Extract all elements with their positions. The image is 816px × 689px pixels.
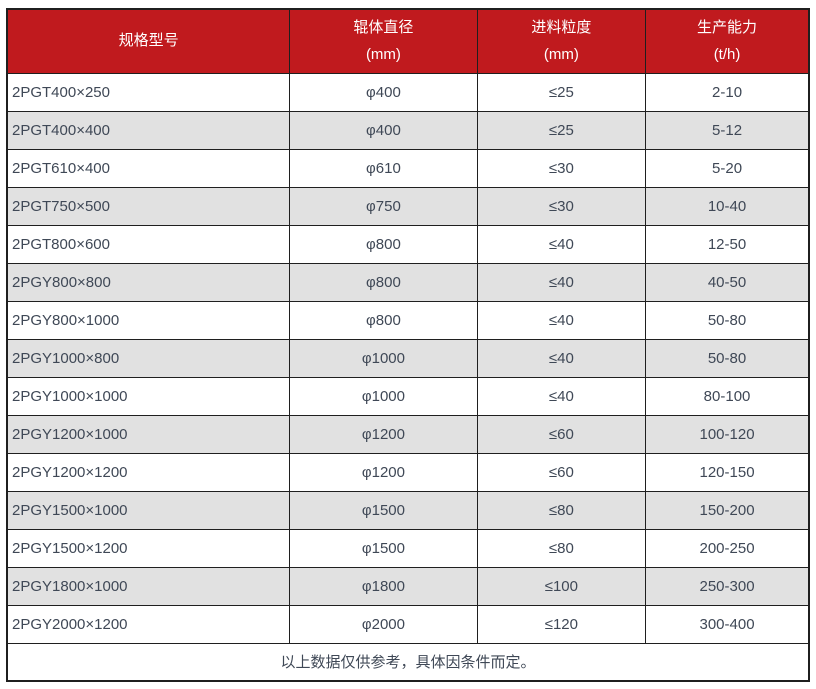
cell-capacity: 100-120 xyxy=(645,414,810,454)
cell-model: 2PGY1200×1000 xyxy=(6,414,291,454)
cell-roller-diameter: φ800 xyxy=(289,262,478,302)
cell-capacity: 2-10 xyxy=(645,72,810,112)
cell-capacity: 5-12 xyxy=(645,110,810,150)
cell-capacity: 150-200 xyxy=(645,490,810,530)
table-row: 2PGT400×400 φ400 ≤25 5-12 xyxy=(6,110,810,150)
header-row: 规格型号 辊体直径 (mm) 进料粒度 (mm) 生产能力 (t/h) xyxy=(6,8,810,74)
table-body: 2PGT400×250 φ400 ≤25 2-10 2PGT400×400 φ4… xyxy=(6,72,810,644)
cell-feed-size: ≤30 xyxy=(476,186,647,226)
cell-model: 2PGY800×1000 xyxy=(6,300,291,340)
cell-model: 2PGT400×400 xyxy=(6,110,291,150)
col-header-capacity-unit: (t/h) xyxy=(713,45,741,63)
table-row: 2PGY1800×1000 φ1800 ≤100 250-300 xyxy=(6,566,810,606)
table-footer: 以上数据仅供参考，具体因条件而定。 xyxy=(6,642,810,682)
cell-model: 2PGY1000×800 xyxy=(6,338,291,378)
col-header-capacity-title: 生产能力 xyxy=(697,18,758,36)
cell-roller-diameter: φ1200 xyxy=(289,452,478,492)
cell-feed-size: ≤100 xyxy=(476,566,647,606)
col-header-model: 规格型号 xyxy=(6,8,291,74)
cell-model: 2PGT610×400 xyxy=(6,148,291,188)
table-row: 2PGT750×500 φ750 ≤30 10-40 xyxy=(6,186,810,226)
cell-roller-diameter: φ610 xyxy=(289,148,478,188)
table-row: 2PGY800×800 φ800 ≤40 40-50 xyxy=(6,262,810,302)
table-row: 2PGT800×600 φ800 ≤40 12-50 xyxy=(6,224,810,264)
cell-roller-diameter: φ800 xyxy=(289,224,478,264)
cell-capacity: 12-50 xyxy=(645,224,810,264)
cell-feed-size: ≤80 xyxy=(476,490,647,530)
cell-feed-size: ≤40 xyxy=(476,262,647,302)
cell-roller-diameter: φ1000 xyxy=(289,338,478,378)
cell-feed-size: ≤40 xyxy=(476,300,647,340)
table-row: 2PGY1000×1000 φ1000 ≤40 80-100 xyxy=(6,376,810,416)
cell-model: 2PGY1500×1200 xyxy=(6,528,291,568)
cell-feed-size: ≤60 xyxy=(476,414,647,454)
cell-model: 2PGT400×250 xyxy=(6,72,291,112)
cell-feed-size: ≤40 xyxy=(476,376,647,416)
cell-capacity: 250-300 xyxy=(645,566,810,606)
cell-capacity: 40-50 xyxy=(645,262,810,302)
cell-roller-diameter: φ1500 xyxy=(289,490,478,530)
cell-roller-diameter: φ800 xyxy=(289,300,478,340)
col-header-roller-diameter-unit: (mm) xyxy=(365,45,401,63)
cell-model: 2PGY1500×1000 xyxy=(6,490,291,530)
cell-model: 2PGT750×500 xyxy=(6,186,291,226)
cell-capacity: 10-40 xyxy=(645,186,810,226)
cell-model: 2PGY1000×1000 xyxy=(6,376,291,416)
col-header-feed-size: 进料粒度 (mm) xyxy=(476,8,647,74)
cell-model: 2PGY1200×1200 xyxy=(6,452,291,492)
table-row: 2PGY1500×1200 φ1500 ≤80 200-250 xyxy=(6,528,810,568)
cell-capacity: 120-150 xyxy=(645,452,810,492)
table-row: 2PGY1000×800 φ1000 ≤40 50-80 xyxy=(6,338,810,378)
cell-feed-size: ≤60 xyxy=(476,452,647,492)
cell-roller-diameter: φ1500 xyxy=(289,528,478,568)
cell-capacity: 300-400 xyxy=(645,604,810,644)
cell-model: 2PGT800×600 xyxy=(6,224,291,264)
col-header-roller-diameter-title: 辊体直径 xyxy=(353,18,414,36)
cell-model: 2PGY800×800 xyxy=(6,262,291,302)
cell-capacity: 5-20 xyxy=(645,148,810,188)
footer-row: 以上数据仅供参考，具体因条件而定。 xyxy=(6,642,810,682)
col-header-model-title: 规格型号 xyxy=(118,32,179,50)
cell-feed-size: ≤120 xyxy=(476,604,647,644)
table-row: 2PGY1500×1000 φ1500 ≤80 150-200 xyxy=(6,490,810,530)
cell-capacity: 200-250 xyxy=(645,528,810,568)
cell-roller-diameter: φ2000 xyxy=(289,604,478,644)
cell-capacity: 50-80 xyxy=(645,300,810,340)
cell-roller-diameter: φ1200 xyxy=(289,414,478,454)
cell-roller-diameter: φ400 xyxy=(289,72,478,112)
table-row: 2PGT400×250 φ400 ≤25 2-10 xyxy=(6,72,810,112)
spec-table: 规格型号 辊体直径 (mm) 进料粒度 (mm) 生产能力 (t/h) 2PGT… xyxy=(6,8,810,682)
table-row: 2PGY1200×1200 φ1200 ≤60 120-150 xyxy=(6,452,810,492)
cell-feed-size: ≤40 xyxy=(476,224,647,264)
cell-roller-diameter: φ1000 xyxy=(289,376,478,416)
cell-roller-diameter: φ750 xyxy=(289,186,478,226)
cell-roller-diameter: φ400 xyxy=(289,110,478,150)
footer-note: 以上数据仅供参考，具体因条件而定。 xyxy=(6,642,810,682)
cell-feed-size: ≤25 xyxy=(476,72,647,112)
cell-feed-size: ≤30 xyxy=(476,148,647,188)
cell-model: 2PGY1800×1000 xyxy=(6,566,291,606)
col-header-roller-diameter: 辊体直径 (mm) xyxy=(289,8,478,74)
table-row: 2PGY1200×1000 φ1200 ≤60 100-120 xyxy=(6,414,810,454)
table-row: 2PGT610×400 φ610 ≤30 5-20 xyxy=(6,148,810,188)
cell-roller-diameter: φ1800 xyxy=(289,566,478,606)
col-header-feed-size-title: 进料粒度 xyxy=(531,18,592,36)
col-header-feed-size-unit: (mm) xyxy=(543,45,579,63)
cell-model: 2PGY2000×1200 xyxy=(6,604,291,644)
col-header-capacity: 生产能力 (t/h) xyxy=(645,8,810,74)
cell-capacity: 50-80 xyxy=(645,338,810,378)
cell-feed-size: ≤80 xyxy=(476,528,647,568)
table-row: 2PGY2000×1200 φ2000 ≤120 300-400 xyxy=(6,604,810,644)
cell-capacity: 80-100 xyxy=(645,376,810,416)
table-row: 2PGY800×1000 φ800 ≤40 50-80 xyxy=(6,300,810,340)
table-header: 规格型号 辊体直径 (mm) 进料粒度 (mm) 生产能力 (t/h) xyxy=(6,8,810,74)
cell-feed-size: ≤40 xyxy=(476,338,647,378)
cell-feed-size: ≤25 xyxy=(476,110,647,150)
